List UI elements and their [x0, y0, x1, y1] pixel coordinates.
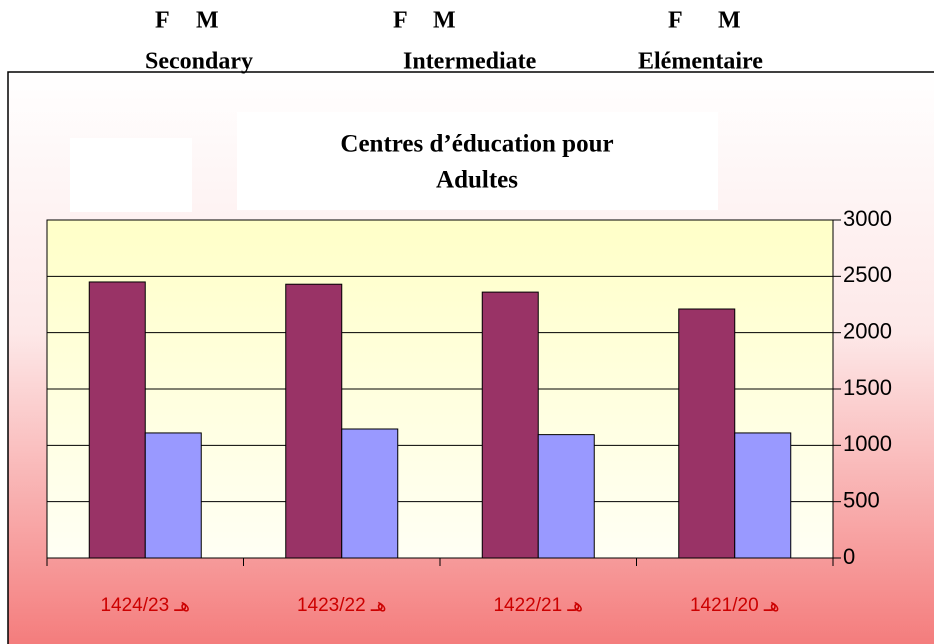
chart-title: Centres d’éducation pour	[340, 131, 613, 158]
title-box	[237, 112, 718, 210]
y-tick-label: 1500	[843, 375, 892, 400]
header-label: M	[718, 8, 741, 34]
header-label: F	[668, 8, 683, 34]
blank-box	[70, 138, 192, 212]
y-tick-label: 1000	[843, 431, 892, 456]
y-tick-label: 0	[843, 544, 855, 569]
y-tick-label: 3000	[843, 206, 892, 231]
bar	[481, 291, 539, 559]
bar	[285, 283, 343, 559]
y-tick-label: 500	[843, 487, 880, 512]
bar	[88, 281, 146, 559]
chart-title: Adultes	[436, 167, 518, 194]
x-tick-label: هـ 1423/22	[297, 595, 387, 616]
bar	[678, 308, 736, 559]
y-tick-label: 2500	[843, 262, 892, 287]
x-tick-label: هـ 1424/23	[100, 595, 190, 616]
x-tick-label: هـ 1422/21	[493, 595, 583, 616]
x-tick-label: هـ 1421/20	[690, 595, 780, 616]
header-group: Elémentaire	[638, 49, 763, 75]
header-label: F	[155, 8, 170, 34]
bar	[341, 428, 399, 559]
bar	[734, 432, 792, 559]
header-label: M	[196, 8, 219, 34]
bar	[537, 434, 595, 559]
header-group: Intermediate	[403, 49, 537, 75]
header-label: F	[393, 8, 408, 34]
header-label: M	[433, 8, 456, 34]
bar	[144, 432, 202, 559]
header-group: Secondary	[145, 49, 253, 75]
y-tick-label: 2000	[843, 318, 892, 343]
